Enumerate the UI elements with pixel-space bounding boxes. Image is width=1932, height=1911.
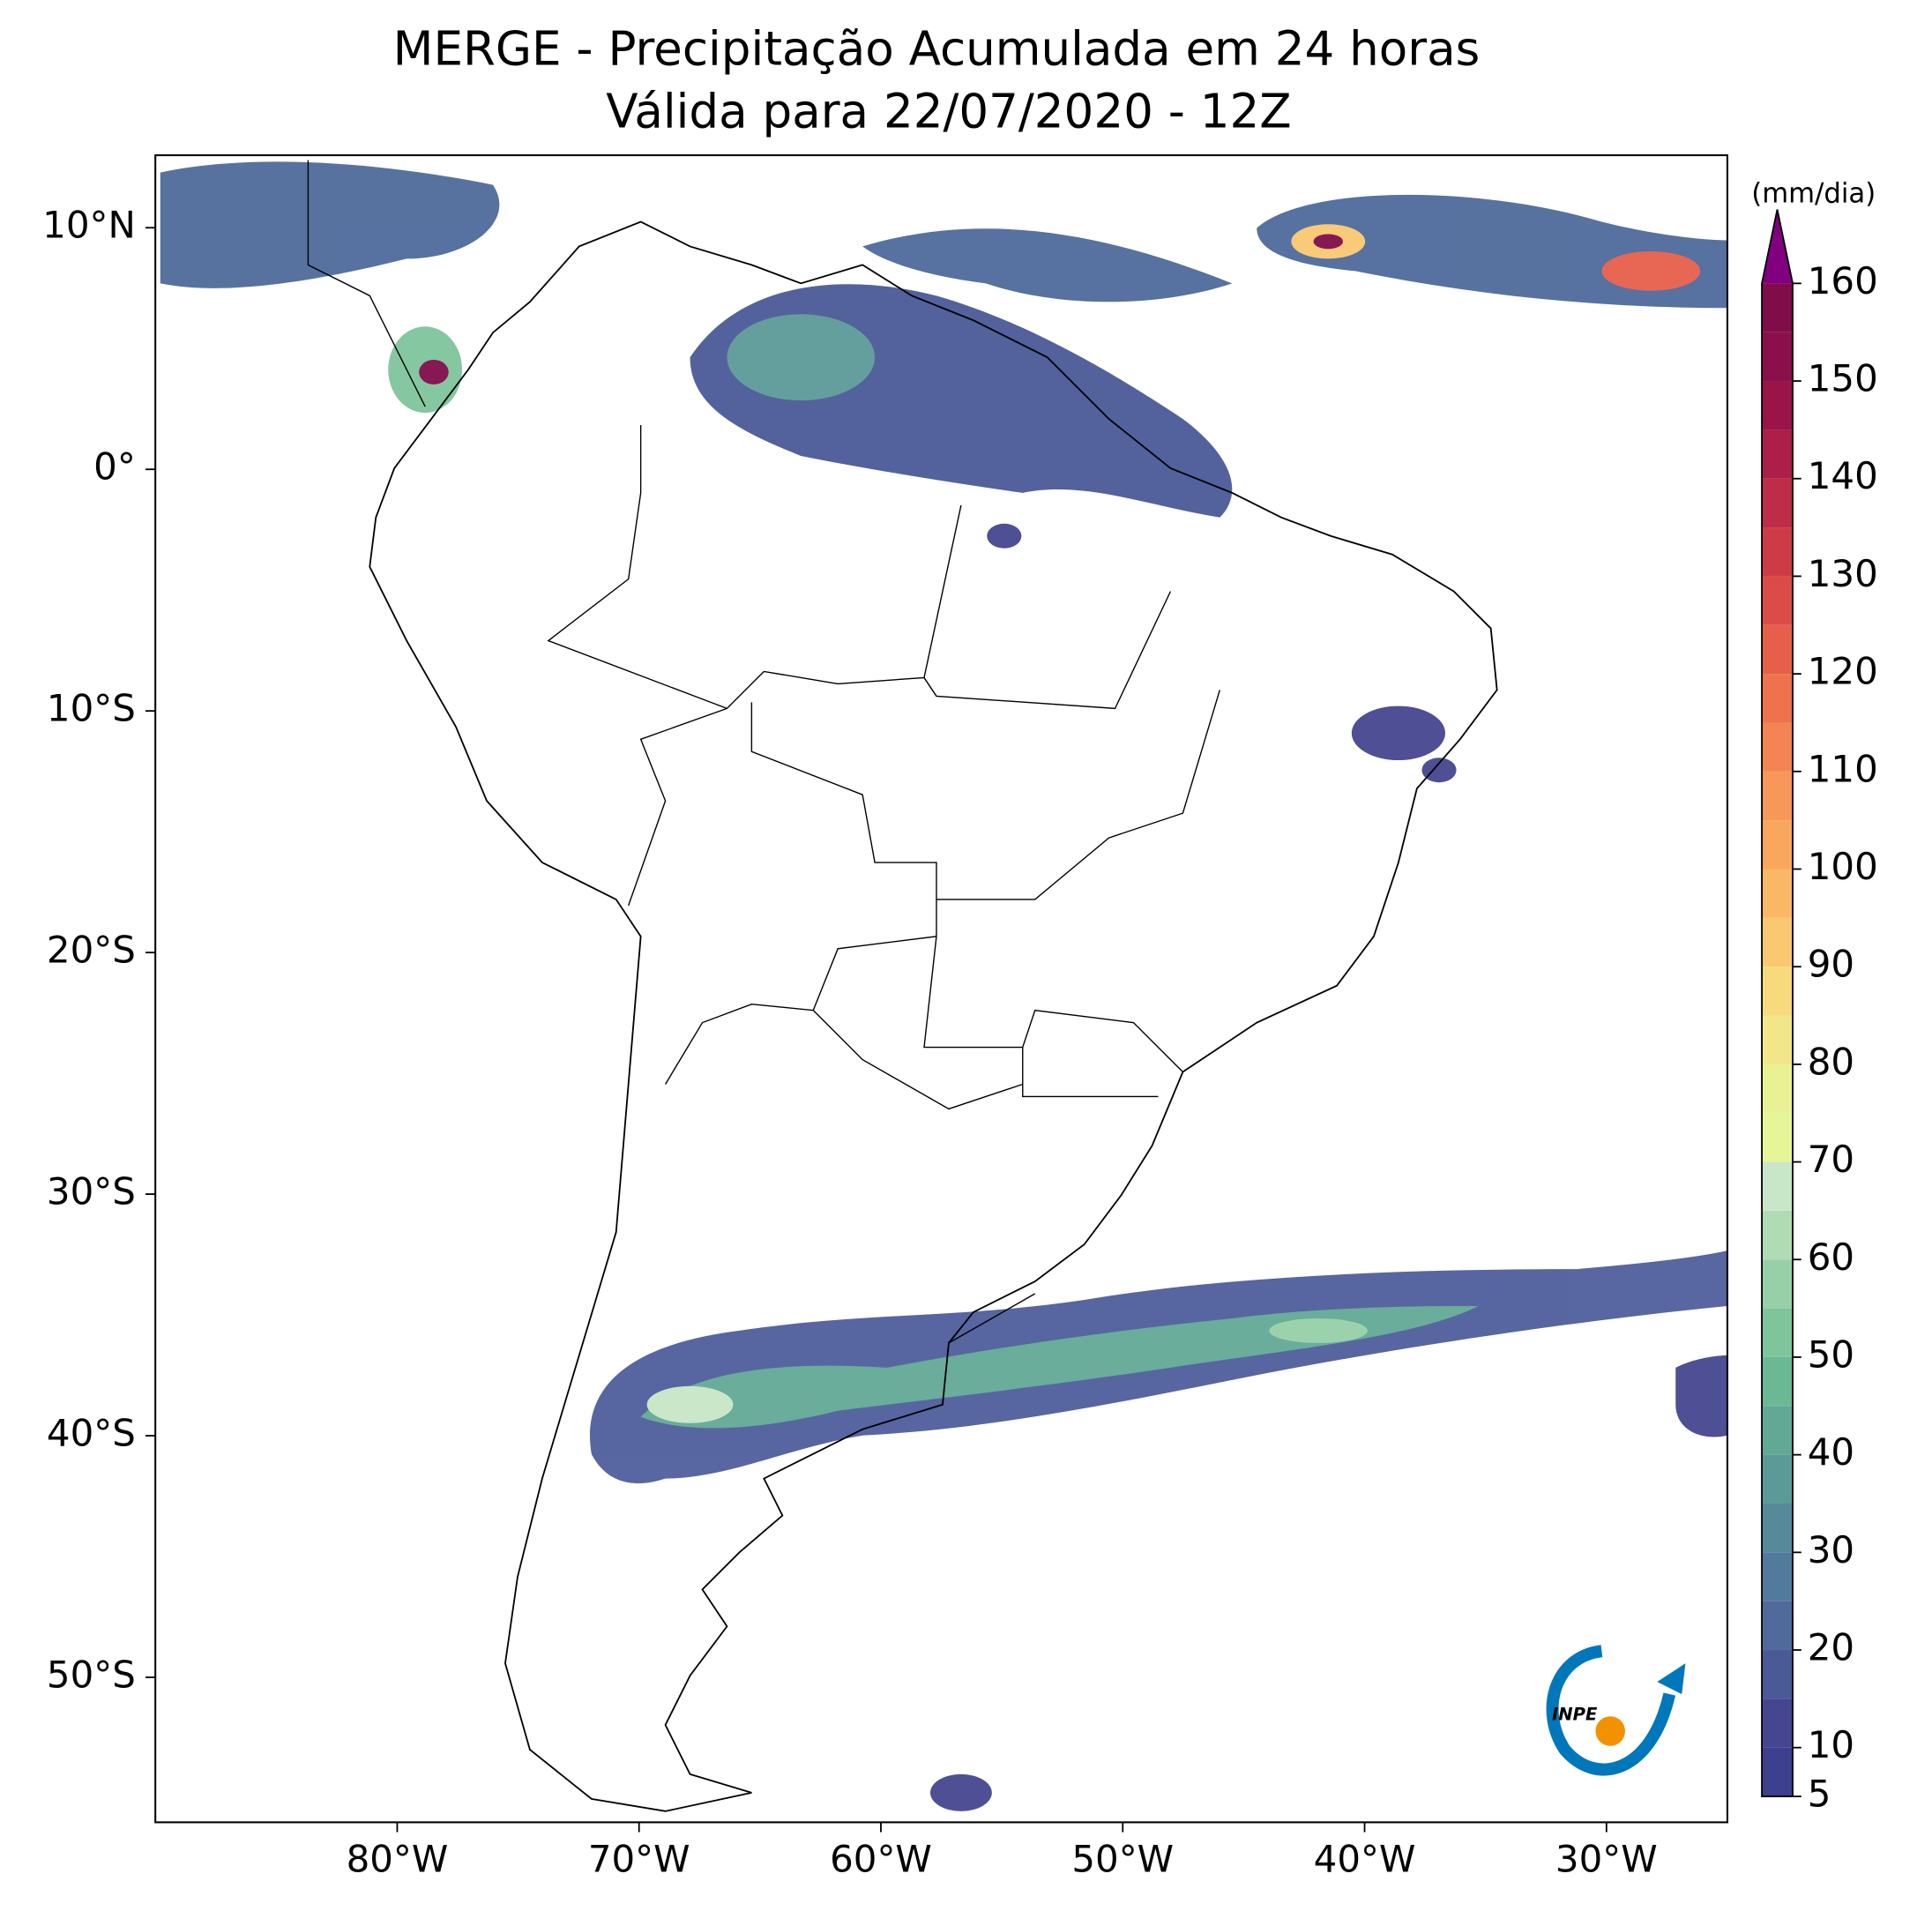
colorbar-band <box>1762 576 1793 625</box>
y-tick-label: 10°S <box>47 687 136 730</box>
x-tick-label: 80°W <box>347 1838 449 1881</box>
x-tick-label: 70°W <box>588 1838 690 1881</box>
colorbar-tick-label: 50 <box>1808 1332 1854 1376</box>
colorbar-band <box>1762 722 1793 772</box>
y-tick-label: 0° <box>93 445 136 489</box>
colorbar-band <box>1762 1552 1793 1601</box>
rain-patch <box>862 228 1233 302</box>
colorbar-tick-label: 150 <box>1808 357 1878 400</box>
rain-patch <box>1351 705 1445 761</box>
colorbar-band <box>1762 1747 1793 1797</box>
colorbar-tick-label: 90 <box>1808 943 1854 986</box>
colorbar-band <box>1762 332 1793 382</box>
logo-swoosh <box>1546 1645 1676 1776</box>
colorbar-band <box>1762 674 1793 723</box>
colorbar-band <box>1762 1454 1793 1504</box>
x-tick-label: 60°W <box>830 1838 932 1881</box>
colorbar-band <box>1762 478 1793 528</box>
rain-patch <box>727 314 876 401</box>
colorbar-tick-label: 30 <box>1808 1528 1854 1571</box>
colorbar-band <box>1762 1650 1793 1699</box>
colorbar-band <box>1762 967 1793 1016</box>
colorbar-band <box>1762 1259 1793 1309</box>
colorbar-band <box>1762 381 1793 430</box>
colorbar-band <box>1762 429 1793 479</box>
colorbar-tick-label: 20 <box>1808 1626 1854 1669</box>
x-tick-label: 30°W <box>1555 1838 1658 1881</box>
map-frame <box>154 153 1728 1824</box>
rain-patch <box>987 523 1022 549</box>
colorbar-tick-label: 60 <box>1808 1235 1854 1279</box>
coastline <box>369 220 1498 1812</box>
rain-peak <box>1313 234 1344 250</box>
rain-patch <box>160 161 500 288</box>
colorbar-tick-label: 100 <box>1808 845 1878 888</box>
precipitation <box>160 161 1727 1811</box>
colorbar-band <box>1762 624 1793 675</box>
colorbar-tick-label: 70 <box>1808 1138 1854 1181</box>
colorbar-tick-label: 160 <box>1808 259 1878 302</box>
colorbar-band <box>1762 527 1793 577</box>
colorbar-frame <box>1761 209 1794 1797</box>
colorbar-tick-label: 120 <box>1808 650 1878 693</box>
y-tick-label: 50°S <box>47 1653 136 1697</box>
inpe-logo: INPE <box>1546 1645 1686 1776</box>
logo-arrow <box>1657 1663 1686 1695</box>
y-tick-label: 40°S <box>47 1412 136 1455</box>
colorbar-band <box>1762 1015 1793 1064</box>
borders <box>307 160 1220 1344</box>
colorbar-band <box>1762 283 1793 332</box>
colorbar-tick-label: 140 <box>1808 454 1878 497</box>
map-area <box>160 160 1727 1812</box>
colorbar-tick-label: 130 <box>1808 552 1878 595</box>
colorbar-band <box>1762 1113 1793 1162</box>
colorbar-tick-label: 80 <box>1808 1040 1854 1083</box>
map-subtitle: Válida para 22/07/2020 - 12Z <box>606 85 1291 139</box>
logo-text: INPE <box>1552 1704 1598 1724</box>
colorbar-tick-label: 10 <box>1808 1723 1854 1766</box>
rain-patch <box>1675 1355 1727 1437</box>
x-tick-label: 40°W <box>1314 1838 1416 1881</box>
rain-core <box>640 1305 1479 1429</box>
colorbar-band <box>1762 1406 1793 1455</box>
rain-peak <box>646 1385 734 1423</box>
colorbar-band <box>1762 1356 1793 1407</box>
logo-dot <box>1595 1716 1625 1746</box>
colorbar-band <box>1762 1308 1793 1357</box>
colorbar-band <box>1762 820 1793 870</box>
colorbar-band <box>1762 1698 1793 1748</box>
colorbar-extension <box>1762 209 1793 284</box>
rain-peak <box>1269 1318 1368 1343</box>
map-title: MERGE - Precipitação Acumulada em 24 hor… <box>393 21 1481 76</box>
y-tick-label: 20°S <box>47 929 136 972</box>
colorbar-tick-label: 40 <box>1808 1430 1854 1474</box>
x-tick-label: 50°W <box>1071 1838 1174 1881</box>
rain-patch <box>1421 758 1457 783</box>
y-tick-label: 10°N <box>42 204 136 247</box>
colorbar-band <box>1762 1601 1793 1651</box>
colorbar-band <box>1762 1064 1793 1114</box>
y-tick-label: 30°S <box>47 1170 136 1213</box>
colorbar-band <box>1762 1210 1793 1260</box>
colorbar-band <box>1762 917 1793 967</box>
colorbar-band <box>1762 771 1793 821</box>
colorbar-band <box>1762 1503 1793 1553</box>
colorbar-tick-label: 5 <box>1808 1773 1831 1816</box>
rain-patch <box>929 1773 992 1811</box>
colorbar-band <box>1762 1161 1793 1211</box>
colorbar-unit: (mm/dia) <box>1751 177 1876 209</box>
dynamic: 80°W 70°W 60°W 50°W 40°W 30°W 10°N 0° 10°S 20°S 30… <box>42 204 1878 1881</box>
colorbar-tick-label: 110 <box>1808 747 1878 790</box>
colorbar-band <box>1762 869 1793 918</box>
rain-peak <box>419 359 449 384</box>
rain-peak <box>1601 251 1701 291</box>
